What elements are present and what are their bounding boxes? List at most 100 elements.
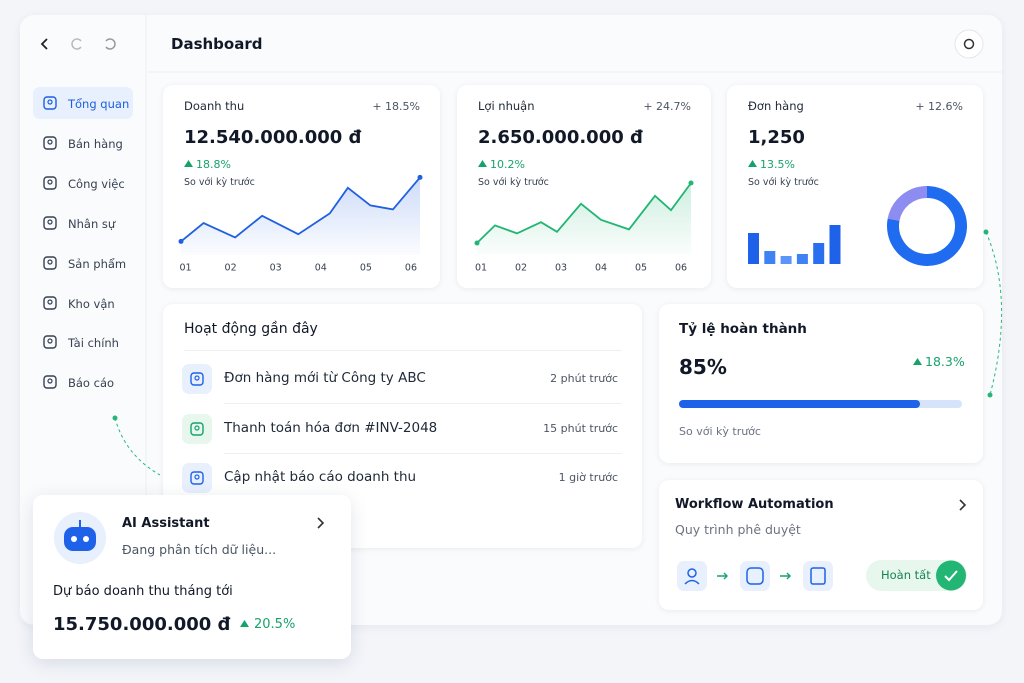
kpi-card: Đơn hàng + 12.6% 1,250 13.5% So với kỳ trước [727, 85, 983, 288]
workflow-card[interactable]: Workflow Automation Quy trình phê duyệt … [659, 480, 983, 610]
progress-fill [679, 400, 920, 408]
nav-item[interactable]: Báo cáo [33, 366, 133, 398]
settings-button[interactable] [954, 29, 984, 59]
connector-dot [112, 415, 118, 421]
x-tick-label: 02 [515, 263, 527, 274]
up-arrow [240, 620, 249, 627]
nav-item[interactable]: Sản phẩm [33, 247, 133, 279]
icon-shape [190, 471, 204, 485]
activity-icon [182, 413, 212, 444]
kpi-label: Doanh thu [184, 99, 245, 113]
activity-text: Đơn hàng mới từ Công ty ABC [224, 370, 426, 386]
card-title: Workflow Automation [675, 497, 834, 512]
end-dot [474, 240, 480, 246]
kpi-value: 1,250 [748, 127, 805, 148]
icon-shape [43, 255, 57, 270]
arrow [184, 160, 193, 167]
kpi-note: So với kỳ trước [478, 177, 549, 188]
nav-item[interactable]: Kho vận [33, 287, 133, 319]
back-icon[interactable] [40, 38, 48, 50]
x-tick-label: 01 [179, 263, 191, 274]
icon [190, 421, 204, 436]
card-title: Tỷ lệ hoàn thành [679, 321, 807, 337]
workflow-steps [677, 561, 833, 591]
nav-label: Nhân sự [68, 216, 116, 231]
x-tick-label: 04 [595, 263, 607, 274]
kpi-note: So với kỳ trước [184, 177, 255, 188]
chart: 01 02 03 04 05 06 [178, 174, 423, 274]
icon-shape [194, 375, 200, 381]
settings-icon [963, 38, 975, 50]
divider [184, 350, 622, 351]
line [476, 182, 692, 244]
nav-item[interactable]: Bán hàng [33, 127, 133, 159]
x-tick-label: 05 [360, 263, 372, 274]
completion-value: 85% [679, 355, 727, 379]
activity-icon [182, 463, 212, 493]
nav-item[interactable]: Công việc [33, 167, 133, 199]
icon [43, 96, 57, 110]
icon-shape [47, 338, 53, 344]
activity-text: Thanh toán hóa đơn #INV-2048 [224, 419, 438, 436]
divider [224, 452, 622, 454]
redo-icon[interactable] [71, 38, 82, 50]
x-tick-label: 06 [405, 263, 417, 274]
chart [748, 186, 967, 266]
icon-shape [194, 424, 200, 431]
nav-label: Tài chính [68, 336, 119, 351]
icon-shape [47, 258, 53, 265]
icon-shape [43, 215, 57, 230]
nav-label: Sản phẩm [68, 256, 127, 271]
icon-shape [43, 295, 57, 310]
divider [224, 403, 622, 404]
nav-item[interactable]: Nhân sự [33, 207, 133, 239]
chevron [317, 517, 325, 529]
subtitle: Quy trình phê duyệt [675, 522, 801, 537]
card-title: Hoạt động gần đây [184, 321, 318, 337]
nav-label: Bán hàng [68, 136, 123, 151]
kpi-card: Doanh thu + 18.5% 12.540.000.000 đ 18.8% So … [163, 85, 440, 288]
undo-icon[interactable] [105, 38, 116, 50]
kpi-value: 12.540.000.000 đ [184, 127, 362, 148]
kpi-change: + 24.7% [643, 100, 691, 113]
up-arrow [184, 160, 193, 167]
area-fill [477, 183, 691, 255]
forecast-value: 15.750.000.000 đ [53, 614, 231, 635]
check-icon [936, 560, 966, 591]
activity-icon [182, 364, 212, 394]
icon-shape [47, 139, 53, 145]
page-title: Dashboard [171, 35, 263, 53]
kpi-value: 2.650.000.000 đ [478, 127, 643, 148]
kpi-change: + 18.5% [372, 100, 420, 113]
nav-item[interactable]: Tài chính [33, 326, 133, 358]
connector-dot [983, 229, 989, 235]
icon-shape [190, 372, 204, 386]
nav-item[interactable]: Tổng quan [33, 87, 133, 119]
end-dot [688, 180, 694, 186]
icon [43, 375, 57, 389]
kpi-delta: 10.2% [490, 158, 525, 171]
icon-shape [43, 96, 57, 110]
x-tick-label: 04 [315, 263, 327, 274]
status-pill: Hoàn tất [866, 560, 967, 591]
kpi-label: Lợi nhuận [478, 99, 535, 113]
bar [780, 256, 792, 264]
assistant-title: AI Assistant [122, 516, 210, 531]
chart: 01 02 03 04 05 06 [474, 180, 694, 274]
x-tick-label: 06 [675, 263, 687, 274]
icon [43, 176, 57, 190]
assistant-status: Đang phân tích dữ liệu... [122, 542, 277, 557]
icon [43, 136, 57, 150]
icon-shape [43, 176, 57, 190]
icon [43, 335, 57, 350]
assistant-card[interactable]: AI Assistant Đang phân tích dữ liệu... D… [33, 495, 351, 659]
area-fill [181, 177, 420, 255]
status-label: Hoàn tất [881, 568, 931, 582]
connector [985, 231, 1003, 396]
icon [43, 295, 57, 310]
icon-shape [47, 99, 53, 105]
icon [190, 372, 204, 386]
bar [796, 254, 808, 264]
